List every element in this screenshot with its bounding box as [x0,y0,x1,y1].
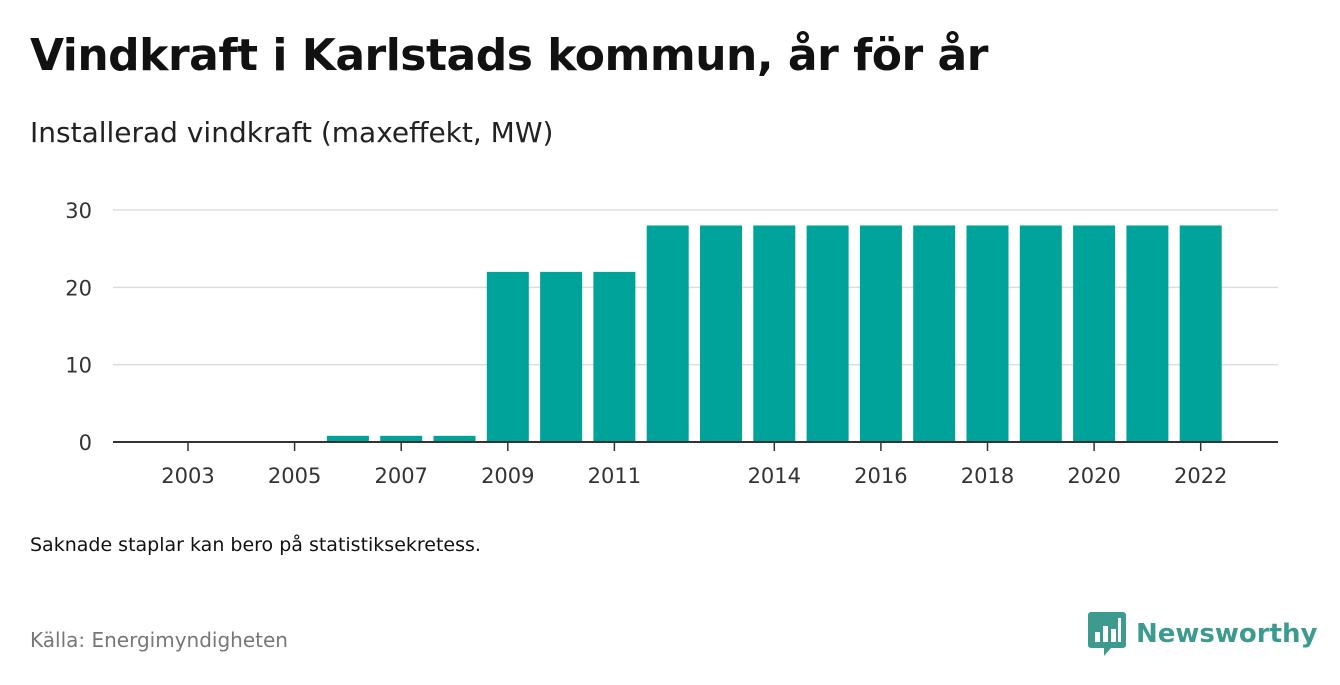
bar [1126,225,1169,442]
bar [326,435,369,442]
x-tick-label: 2016 [854,464,907,488]
bar [540,271,583,442]
chart-title: Vindkraft i Karlstads kommun, år för år [30,30,988,81]
bar [1073,225,1116,442]
y-tick-label: 30 [65,199,92,223]
bar [966,225,1009,442]
y-tick-label: 10 [65,354,92,378]
y-tick-label: 20 [65,276,92,300]
x-tick-label: 2007 [374,464,427,488]
bar [913,225,956,442]
x-tick-label: 2005 [268,464,321,488]
source-label: Källa: Energimyndigheten [30,628,288,652]
y-tick-label: 0 [79,431,92,455]
x-tick-label: 2003 [161,464,214,488]
bar [1179,225,1222,442]
x-tick-label: 2014 [748,464,801,488]
bar [433,435,476,442]
bar [806,225,849,442]
x-tick-label: 2018 [961,464,1014,488]
bar [753,225,796,442]
axes: 0 10 20 30 2003 2005 2007 2009 2011 2014 2016 2018 2… [65,199,1278,488]
bar [859,225,902,442]
brand-name: Newsworthy [1136,619,1318,649]
chart-subtitle: Installerad vindkraft (maxeffekt, MW) [30,116,554,149]
x-tick-label: 2011 [588,464,641,488]
x-tick-label: 2020 [1067,464,1120,488]
x-tick-label: 2009 [481,464,534,488]
bar [593,271,636,442]
bar-chart: 0 10 20 30 2003 2005 2007 2009 2011 2014 2016 2018 2… [65,199,1278,488]
brand-logo: Newsworthy [1088,612,1317,656]
bar [646,225,689,442]
footnote: Saknade staplar kan bero på statistiksek… [30,534,481,556]
bar [700,225,742,442]
bar [1019,225,1062,442]
bars [326,225,1222,442]
x-tick-label: 2022 [1174,464,1227,488]
newsworthy-logo-icon [1088,612,1126,656]
bar [486,271,529,442]
bar [380,435,423,442]
